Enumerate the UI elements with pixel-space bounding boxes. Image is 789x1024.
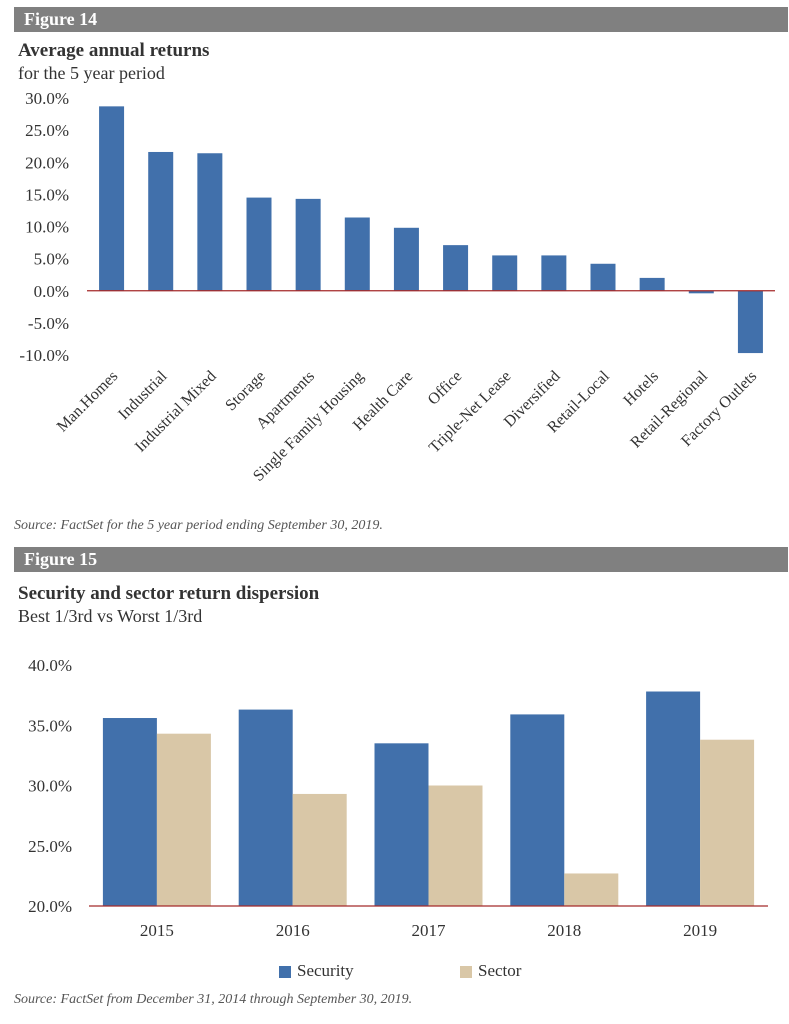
bar-security	[238, 709, 293, 906]
bar	[148, 151, 174, 291]
bar-sector	[156, 733, 211, 906]
bar-sector	[564, 873, 619, 906]
x-tick-label: 2019	[683, 921, 717, 940]
figure-14-chart: 30.0% 25.0% 20.0% 15.0% 10.0% 5.0% 0.0% -5.0% -1…	[19, 89, 775, 485]
y-tick-label: 0.0%	[34, 282, 69, 301]
x-tick-label: Man.Homes	[54, 368, 122, 436]
legend-sector-label: Sector	[478, 961, 522, 980]
figure-15-chart: 40.0% 35.0% 30.0% 25.0% 20.0% 2015 2016 2017 201…	[28, 656, 768, 940]
bar-sector	[700, 739, 755, 906]
bar	[688, 290, 714, 294]
x-tick-label: Office	[425, 368, 466, 409]
bar-security	[510, 714, 565, 906]
y-tick-label: 10.0%	[25, 218, 69, 237]
y-tick-label: 25.0%	[28, 837, 72, 856]
y-tick-label: 25.0%	[25, 121, 69, 140]
x-tick-label: 2018	[547, 921, 581, 940]
y-tick-label: 20.0%	[28, 897, 72, 916]
y-tick-label: -5.0%	[28, 314, 69, 333]
x-tick-label: 2015	[140, 921, 174, 940]
figure-15-subtitle: Best 1/3rd vs Worst 1/3rd	[18, 606, 203, 626]
y-tick-label: 20.0%	[25, 153, 69, 172]
bar	[639, 277, 665, 291]
bar	[295, 198, 321, 291]
bar	[344, 217, 370, 291]
y-tick-label: 40.0%	[28, 656, 72, 675]
bar	[393, 227, 419, 291]
bar-sector	[428, 785, 483, 906]
y-tick-label: 30.0%	[25, 89, 69, 108]
bar-security	[646, 691, 701, 906]
legend-sector-swatch	[460, 966, 472, 979]
bar	[492, 255, 518, 291]
bar	[99, 106, 125, 291]
bar-sector	[292, 793, 347, 906]
bar	[737, 290, 763, 354]
bar-security	[374, 743, 429, 906]
x-tick-label: Storage	[222, 368, 269, 415]
y-tick-label: 5.0%	[34, 250, 69, 269]
figure-14-source: Source: FactSet for the 5 year period en…	[14, 518, 383, 533]
legend-security: Security	[279, 961, 354, 981]
x-tick-label: 2017	[412, 921, 447, 940]
figure-14-title: Average annual returns	[18, 40, 210, 61]
legend-security-label: Security	[297, 961, 354, 980]
figure-15-source: Source: FactSet from December 31, 2014 t…	[14, 992, 413, 1007]
bar	[443, 245, 469, 291]
legend-sector: Sector	[460, 961, 521, 981]
legend-security-swatch	[279, 966, 291, 979]
figure-14-subtitle: for the 5 year period	[18, 63, 165, 83]
bar	[541, 255, 567, 291]
x-tick-label: 2016	[276, 921, 310, 940]
y-tick-label: 15.0%	[25, 185, 69, 204]
bar	[246, 197, 272, 291]
y-tick-label: 30.0%	[28, 777, 72, 796]
x-tick-label: Hotels	[620, 368, 662, 410]
y-tick-label: 35.0%	[28, 716, 72, 735]
bar	[590, 263, 616, 291]
y-tick-label: -10.0%	[19, 346, 69, 365]
figure-15-header: Figure 15	[14, 547, 788, 572]
bar-security	[102, 718, 157, 906]
bar	[197, 153, 223, 291]
figure-15-title: Security and sector return dispersion	[18, 583, 320, 604]
figure-14-header: Figure 14	[14, 7, 788, 32]
